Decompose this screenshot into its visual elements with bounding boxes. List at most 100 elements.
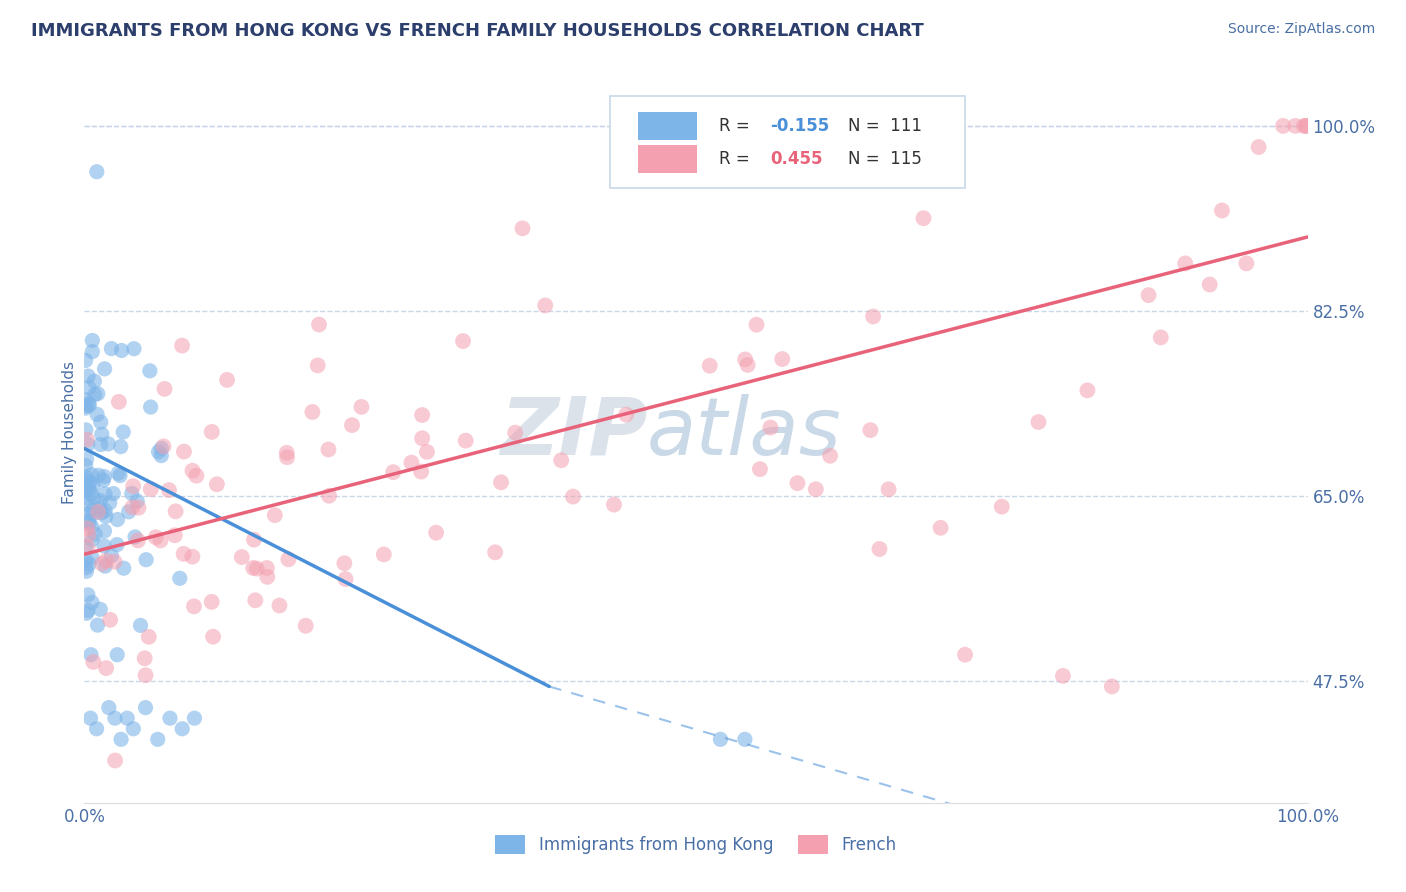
Point xyxy=(150,449,173,463)
Point xyxy=(79,475,101,489)
Point xyxy=(1150,330,1173,344)
Y-axis label: Family Households: Family Households xyxy=(62,361,77,504)
Point xyxy=(335,572,357,586)
Point xyxy=(818,449,841,463)
Point xyxy=(1052,669,1074,683)
Point xyxy=(80,595,103,609)
Point xyxy=(263,508,285,523)
Point xyxy=(93,473,115,487)
Point xyxy=(135,552,157,566)
Point xyxy=(90,506,112,520)
Point xyxy=(76,521,98,535)
Point xyxy=(183,599,205,614)
Point xyxy=(82,655,104,669)
Point xyxy=(77,514,100,528)
Point xyxy=(104,711,127,725)
Point xyxy=(614,408,637,422)
Point xyxy=(122,479,145,493)
Point xyxy=(512,221,534,235)
Point xyxy=(107,467,129,481)
Point xyxy=(373,548,395,562)
Text: Source: ZipAtlas.com: Source: ZipAtlas.com xyxy=(1227,22,1375,37)
Point xyxy=(82,334,104,348)
Point xyxy=(93,362,115,376)
Point xyxy=(77,506,100,520)
Point xyxy=(1076,384,1098,398)
Point xyxy=(75,561,97,575)
Point xyxy=(108,468,131,483)
Point xyxy=(416,445,439,459)
Point xyxy=(100,549,122,563)
Point xyxy=(1101,680,1123,694)
Point xyxy=(929,521,952,535)
Point xyxy=(103,555,125,569)
Point xyxy=(294,619,316,633)
Point xyxy=(246,561,269,575)
Point xyxy=(454,434,477,448)
Point xyxy=(202,630,225,644)
Point xyxy=(107,512,129,526)
Point xyxy=(245,593,267,607)
Point xyxy=(451,334,474,348)
Point xyxy=(96,661,118,675)
Point xyxy=(112,425,135,439)
Point xyxy=(75,458,97,473)
Point xyxy=(75,401,97,415)
Point xyxy=(82,507,104,521)
Point xyxy=(83,374,105,388)
Point xyxy=(308,318,330,332)
Point xyxy=(411,431,433,445)
Text: 0.455: 0.455 xyxy=(770,150,823,168)
Point xyxy=(82,503,104,517)
Point xyxy=(97,437,120,451)
Point xyxy=(1211,203,1233,218)
Point xyxy=(139,482,162,496)
Point xyxy=(699,359,721,373)
Point xyxy=(121,500,143,515)
Point xyxy=(122,342,145,356)
Point xyxy=(103,486,125,500)
Point xyxy=(77,588,100,602)
Point xyxy=(76,433,98,447)
Point xyxy=(80,519,103,533)
Point xyxy=(350,400,373,414)
Point xyxy=(104,754,127,768)
Point xyxy=(139,364,162,378)
Point xyxy=(93,469,115,483)
Point xyxy=(307,359,329,373)
Point xyxy=(77,380,100,394)
Point xyxy=(75,392,97,407)
Point xyxy=(759,420,782,434)
Point xyxy=(205,477,228,491)
Point xyxy=(1198,277,1220,292)
Point xyxy=(94,504,117,518)
Bar xyxy=(638,112,697,140)
Point xyxy=(110,343,132,358)
Point xyxy=(135,668,157,682)
Point xyxy=(165,504,187,518)
Point xyxy=(181,464,204,478)
Point xyxy=(139,400,162,414)
Point xyxy=(82,477,104,491)
Point xyxy=(134,651,156,665)
Point xyxy=(562,490,585,504)
Point xyxy=(401,456,423,470)
Point xyxy=(163,528,186,542)
Point xyxy=(75,399,97,413)
Point xyxy=(75,423,97,437)
Text: ZIP: ZIP xyxy=(499,393,647,472)
Point xyxy=(77,528,100,542)
Point xyxy=(183,711,205,725)
Point xyxy=(1137,288,1160,302)
Point xyxy=(1292,119,1315,133)
Point xyxy=(153,382,176,396)
Point xyxy=(318,489,340,503)
Point xyxy=(80,533,103,547)
Point xyxy=(991,500,1014,514)
Point xyxy=(425,525,447,540)
Point xyxy=(862,310,884,324)
Point xyxy=(1295,119,1317,133)
Point xyxy=(256,561,278,575)
Point xyxy=(110,440,132,454)
Point xyxy=(172,722,194,736)
